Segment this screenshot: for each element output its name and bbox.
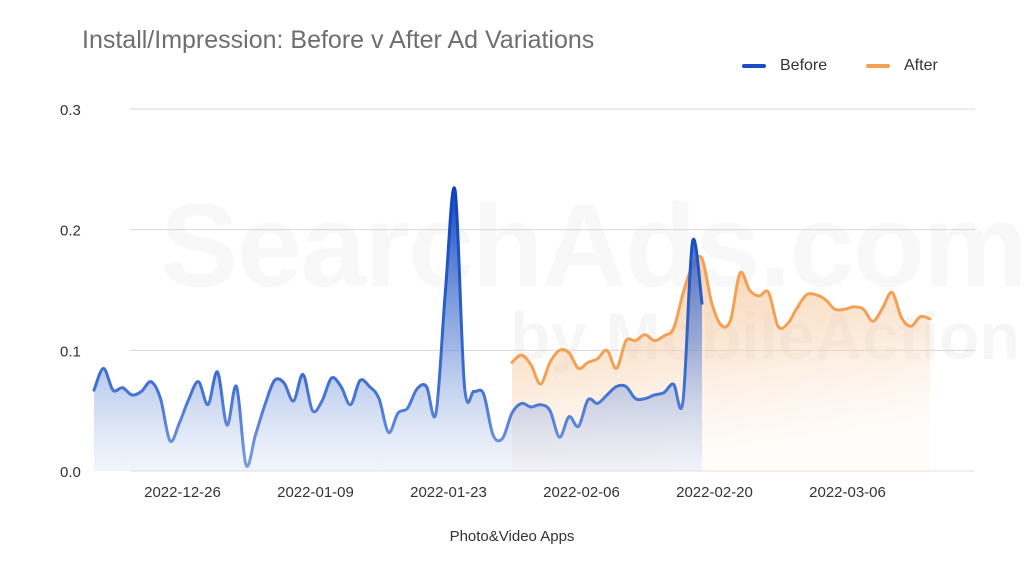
x-axis-label: Photo&Video Apps [449,528,575,545]
legend-swatch-after [866,64,890,68]
legend-swatch-before [742,64,766,68]
y-tick-label: 0.2 [60,223,81,240]
chart-title: Install/Impression: Before v After Ad Va… [82,26,595,54]
x-tick-label: 2022-01-23 [410,484,487,501]
y-tick-label: 0.1 [60,343,81,360]
x-tick-label: 2022-03-06 [809,484,886,501]
x-tick-label: 2022-12-26 [144,484,221,501]
x-tick-label: 2022-01-09 [277,484,354,501]
y-tick-label: 0.0 [60,464,81,481]
series-line-before [92,186,704,468]
x-tick-label: 2022-02-06 [543,484,620,501]
legend-item-before[interactable]: Before [742,57,827,75]
series-line-after [510,254,932,386]
legend-item-after[interactable]: After [866,57,938,75]
y-tick-label: 0.3 [60,102,81,119]
area-fill-before [94,187,702,471]
legend-label-before: Before [780,57,828,74]
x-tick-label: 2022-02-20 [676,484,753,501]
legend-label-after: After [904,57,938,74]
